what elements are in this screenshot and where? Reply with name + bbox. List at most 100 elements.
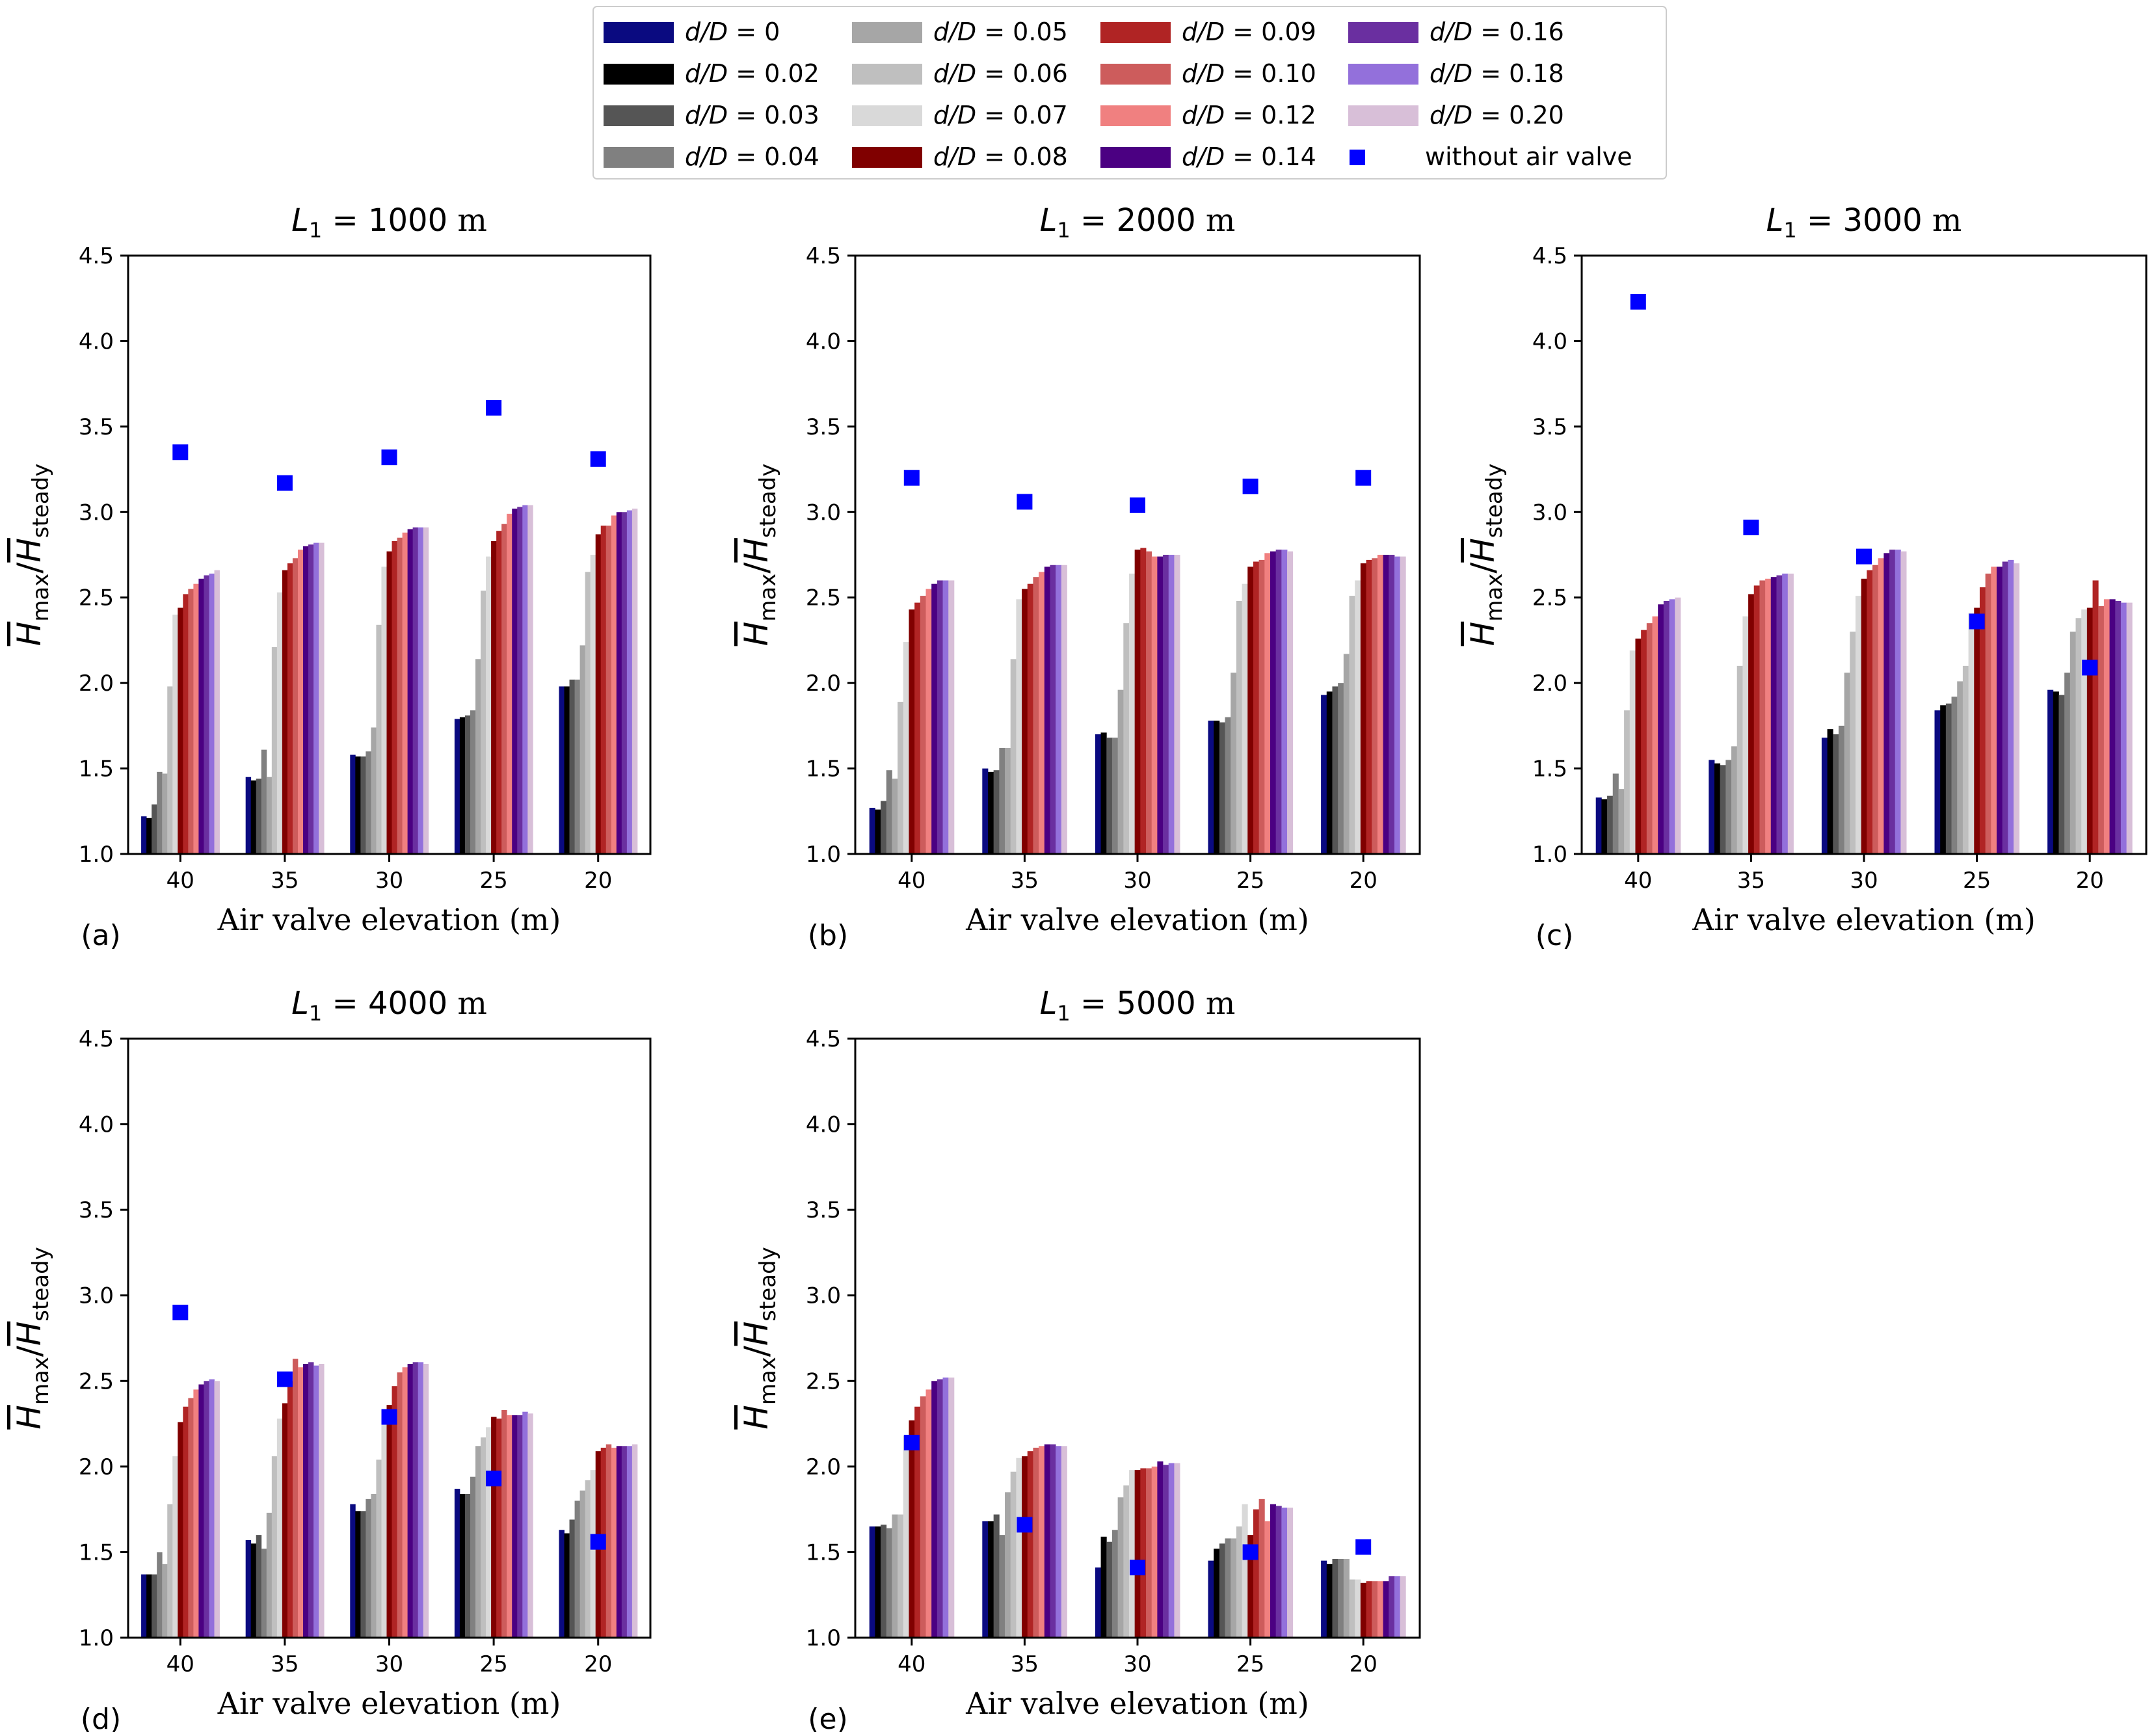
legend-swatch xyxy=(1100,22,1171,43)
marker-without-air-valve xyxy=(172,1305,189,1321)
bar xyxy=(204,1381,209,1638)
bar xyxy=(454,1489,460,1638)
bar xyxy=(1612,773,1619,854)
legend-swatch xyxy=(1348,105,1418,126)
legend-entry: d/D = 0.06 xyxy=(852,59,1068,88)
bar xyxy=(579,1490,586,1638)
bar xyxy=(1168,555,1175,854)
marker-without-air-valve xyxy=(1969,613,1985,630)
legend-entry: d/D = 0.09 xyxy=(1100,18,1316,46)
panel-title: L1 = 5000 m xyxy=(1040,985,1236,1026)
bar xyxy=(188,1398,194,1638)
bar xyxy=(1225,717,1231,854)
bar xyxy=(1872,565,1879,854)
bar xyxy=(1321,695,1327,854)
marker-without-air-valve xyxy=(276,1371,293,1387)
bar xyxy=(188,589,194,854)
legend-entry: d/D = 0.12 xyxy=(1100,101,1316,129)
bar xyxy=(1838,725,1845,854)
bar xyxy=(501,1410,507,1638)
y-tick-label: 2.0 xyxy=(806,671,841,697)
bar xyxy=(1100,732,1107,854)
x-tick-label: 35 xyxy=(1011,1651,1039,1677)
bar xyxy=(423,1363,429,1638)
bar xyxy=(464,715,471,854)
bar xyxy=(386,551,392,854)
bar xyxy=(1326,691,1333,854)
legend-entry: d/D = 0.07 xyxy=(852,101,1068,129)
bar xyxy=(214,1381,220,1638)
bar xyxy=(1225,1538,1231,1638)
y-axis-label: Hmax/Hsteady xyxy=(10,1247,54,1430)
legend-entry: d/D = 0.20 xyxy=(1348,101,1564,129)
bar xyxy=(987,1521,994,1638)
bar xyxy=(418,1362,424,1638)
bar xyxy=(1366,1581,1372,1638)
bar xyxy=(287,563,293,854)
bar xyxy=(459,717,466,854)
bar xyxy=(1128,1470,1136,1638)
bar xyxy=(1134,1470,1141,1638)
bar xyxy=(1979,587,1986,854)
bar xyxy=(1168,1463,1175,1638)
y-tick-label: 3.0 xyxy=(79,1283,114,1309)
bar xyxy=(1157,556,1164,854)
x-tick-label: 35 xyxy=(271,868,299,894)
y-tick-label: 3.5 xyxy=(79,414,114,440)
y-tick-label: 4.0 xyxy=(806,1112,841,1138)
y-tick-label: 3.5 xyxy=(806,1197,841,1223)
bar xyxy=(266,1512,273,1638)
bar xyxy=(1658,604,1664,854)
bar xyxy=(2081,609,2088,854)
bar xyxy=(271,1456,278,1638)
bar xyxy=(1117,689,1124,854)
bar xyxy=(1595,797,1602,854)
legend-label: d/D = 0.09 xyxy=(1182,18,1316,46)
bar xyxy=(1117,1497,1124,1638)
bar xyxy=(292,1359,299,1638)
bar xyxy=(412,1362,419,1638)
bar xyxy=(1787,573,1794,854)
bar xyxy=(1343,654,1350,854)
bar xyxy=(1366,559,1372,854)
x-tick-label: 35 xyxy=(1011,868,1039,894)
bar xyxy=(412,527,419,854)
chart-panels: 1.0 1.5 2.0 2.5 3.0 3.5 4.0 4.5 40 35 30 25 20 Air va… xyxy=(10,202,2148,1732)
bar xyxy=(1383,1581,1389,1638)
bar xyxy=(2075,618,2082,854)
bar xyxy=(1383,555,1389,854)
bar xyxy=(1968,613,1975,854)
legend-label: d/D = 0.20 xyxy=(1430,101,1564,129)
bar xyxy=(486,556,492,854)
bar xyxy=(2086,607,2093,854)
bar xyxy=(611,1447,617,1638)
bar xyxy=(1010,659,1017,854)
bar xyxy=(993,1514,1000,1638)
x-axis-label: Air valve elevation (m) xyxy=(1692,902,2036,937)
bar xyxy=(948,1378,955,1638)
bar xyxy=(250,780,257,854)
bar xyxy=(397,537,403,854)
bar xyxy=(1010,1471,1017,1638)
bar xyxy=(875,1526,881,1638)
y-tick-label: 1.0 xyxy=(1532,842,1567,868)
bar xyxy=(313,1365,319,1638)
bar xyxy=(303,1363,309,1638)
bar xyxy=(464,1493,471,1638)
y-tick-label: 4.0 xyxy=(806,328,841,354)
y-axis-label: Hmax/Hsteady xyxy=(738,464,781,646)
bar xyxy=(585,572,591,854)
bar xyxy=(1878,558,1884,854)
legend-entry: d/D = 0.08 xyxy=(852,142,1068,171)
chart-panel: 1.0 1.5 2.0 2.5 3.0 3.5 4.0 4.5 40 35 30 25 20 Air va… xyxy=(738,985,1421,1732)
bar xyxy=(491,1417,497,1638)
y-tick-label: 3.0 xyxy=(1532,500,1567,526)
bar xyxy=(261,1549,267,1638)
bar xyxy=(1151,556,1158,854)
bar xyxy=(209,1379,215,1638)
bar xyxy=(1389,555,1395,854)
bar xyxy=(1258,559,1265,854)
legend-entry: d/D = 0.16 xyxy=(1348,18,1564,46)
bar xyxy=(1974,607,1980,854)
bar xyxy=(2064,673,2071,854)
